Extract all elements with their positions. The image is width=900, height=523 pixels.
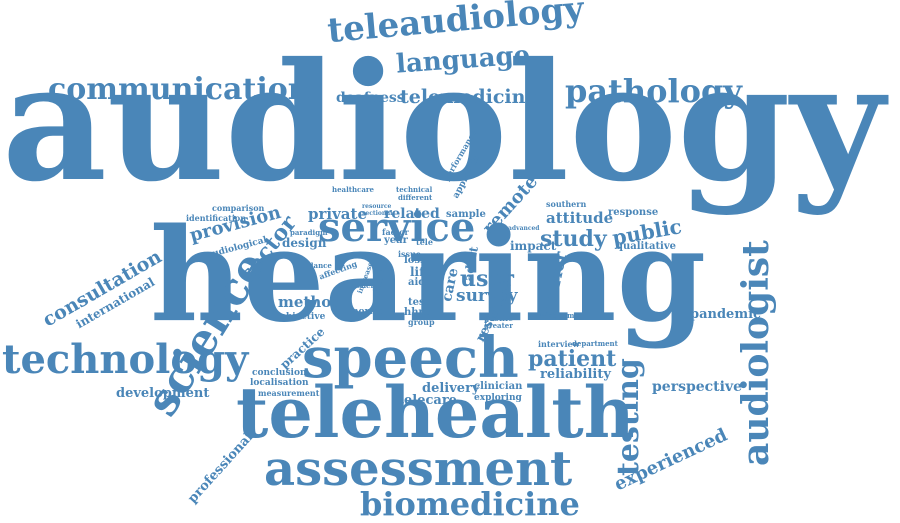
word-healthcare: healthcare xyxy=(332,185,374,194)
word-design: design xyxy=(282,236,327,250)
word-objective: objective xyxy=(280,312,326,322)
word-southern: southern xyxy=(546,199,587,209)
word-telemedicine: telemedicine xyxy=(400,86,538,108)
word-development: development xyxy=(116,386,210,401)
word-communication: communication xyxy=(48,72,310,107)
word-service: service xyxy=(318,204,476,251)
word-profile: profile xyxy=(484,313,514,323)
word-speech: speech xyxy=(302,325,519,391)
word-paradigm: paradigm xyxy=(290,228,328,237)
word-identification: identification xyxy=(186,213,247,223)
word-resource: resource xyxy=(362,203,392,210)
word-exploring: exploring xyxy=(474,393,522,403)
word-sample: sample xyxy=(446,209,486,220)
word-method: method xyxy=(278,293,342,311)
word-tele: tele xyxy=(416,237,433,247)
word-user: user xyxy=(460,266,514,292)
word-technical: technical xyxy=(396,185,433,194)
word-related: related xyxy=(384,206,440,222)
word-comparison: comparison xyxy=(212,203,265,213)
word-attitude: attitude xyxy=(546,209,614,227)
word-qualitative: qualitative xyxy=(616,241,677,252)
word-deafness: deafness xyxy=(336,90,405,106)
word-normal: normal xyxy=(352,307,389,317)
word-localisation: localisation xyxy=(250,378,309,388)
word-issue: issue xyxy=(398,249,421,259)
word-test: test xyxy=(408,297,430,308)
word-sectional: sectional xyxy=(362,210,393,217)
word-reliability: reliability xyxy=(540,367,611,382)
word-listener: listener xyxy=(344,281,375,290)
word-response: response xyxy=(608,207,659,218)
word-loss: loss xyxy=(404,255,426,266)
word-hearing: hearing xyxy=(150,201,707,351)
word-measurement: measurement xyxy=(258,388,320,398)
word-pandemic: pandemic xyxy=(690,307,761,322)
word-conclusion: conclusion xyxy=(252,368,307,378)
word-factor: factor xyxy=(382,227,409,237)
word-clinician: clinician xyxy=(474,381,523,392)
word-department: department xyxy=(572,339,618,348)
word-professional: professional xyxy=(185,429,257,507)
word-different: different xyxy=(398,193,433,202)
word-assessment: assessment xyxy=(264,441,573,497)
word-telehealth: telehealth xyxy=(236,371,635,454)
word-life: life xyxy=(410,265,432,279)
word-audiology: audiology xyxy=(2,28,885,218)
word-greater: greater xyxy=(484,321,513,330)
word-biomedicine: biomedicine xyxy=(360,485,580,523)
word-advanced: advanced xyxy=(508,225,540,232)
word-technology: technology xyxy=(2,336,249,383)
word-delivery: delivery xyxy=(422,381,480,396)
word-telecare: telecare xyxy=(398,393,457,408)
word-interview: interview xyxy=(538,339,580,349)
word-kingdom: kingdom xyxy=(540,311,575,320)
word-audiologist: audiologist xyxy=(735,240,777,466)
word-guidance: guidance xyxy=(296,261,332,270)
word-survey: survey xyxy=(456,286,518,306)
word-perspective: perspective xyxy=(652,379,743,395)
word-pathology: pathology xyxy=(565,72,742,110)
word-testing: testing xyxy=(611,358,646,476)
word-year: year xyxy=(384,235,408,246)
word-private: private xyxy=(308,205,367,223)
word-impact: impact xyxy=(510,239,557,253)
word-hhps: hhps xyxy=(404,307,432,318)
word-group: group xyxy=(408,317,435,327)
word-study: study xyxy=(540,226,607,252)
word-aid: aid xyxy=(408,277,426,288)
word-patient: patient xyxy=(528,346,617,372)
